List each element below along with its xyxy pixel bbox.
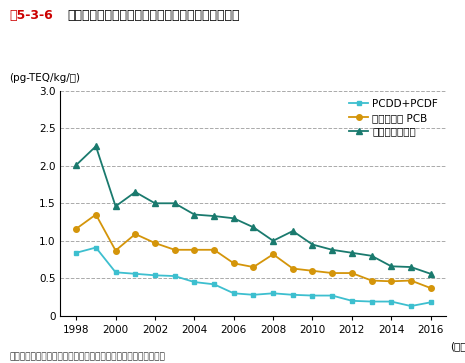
PCDD+PCDF — [93, 245, 99, 250]
ダイオキシン類 — [270, 238, 276, 243]
ダイオキシン類 — [251, 225, 256, 229]
コプラナー PCB — [231, 261, 237, 265]
PCDD+PCDF — [231, 291, 237, 295]
Legend: PCDD+PCDF, コプラナー PCB, ダイオキシン類: PCDD+PCDF, コプラナー PCB, ダイオキシン類 — [346, 96, 441, 139]
ダイオキシン類 — [290, 229, 296, 233]
PCDD+PCDF — [73, 250, 79, 255]
コプラナー PCB — [73, 227, 79, 231]
ダイオキシン類 — [388, 264, 394, 269]
ダイオキシン類 — [192, 212, 197, 217]
ダイオキシン類 — [369, 254, 374, 258]
Line: コプラナー PCB: コプラナー PCB — [73, 212, 433, 291]
PCDD+PCDF — [329, 293, 335, 298]
PCDD+PCDF — [349, 299, 355, 303]
コプラナー PCB — [211, 248, 217, 252]
コプラナー PCB — [93, 212, 99, 217]
ダイオキシン類 — [133, 190, 138, 194]
PCDD+PCDF — [408, 304, 414, 308]
コプラナー PCB — [192, 248, 197, 252]
Line: PCDD+PCDF: PCDD+PCDF — [74, 245, 433, 309]
Text: (年度): (年度) — [451, 341, 465, 351]
PCDD+PCDF — [388, 299, 394, 304]
コプラナー PCB — [113, 248, 119, 253]
ダイオキシン類 — [211, 214, 217, 218]
コプラナー PCB — [133, 232, 138, 236]
コプラナー PCB — [152, 241, 158, 245]
Text: 図5-3-6: 図5-3-6 — [9, 9, 53, 22]
PCDD+PCDF — [192, 280, 197, 284]
ダイオキシン類 — [172, 201, 178, 205]
PCDD+PCDF — [310, 293, 315, 298]
ダイオキシン類 — [349, 250, 355, 255]
ダイオキシン類 — [231, 216, 237, 220]
ダイオキシン類 — [73, 163, 79, 167]
ダイオキシン類 — [428, 272, 433, 276]
コプラナー PCB — [172, 248, 178, 252]
PCDD+PCDF — [270, 291, 276, 295]
PCDD+PCDF — [428, 300, 433, 305]
ダイオキシン類 — [93, 144, 99, 148]
コプラナー PCB — [310, 269, 315, 273]
PCDD+PCDF — [369, 299, 374, 304]
PCDD+PCDF — [211, 282, 217, 286]
Line: ダイオキシン類: ダイオキシン類 — [73, 143, 434, 277]
PCDD+PCDF — [251, 293, 256, 297]
ダイオキシン類 — [329, 248, 335, 252]
PCDD+PCDF — [133, 272, 138, 276]
コプラナー PCB — [270, 252, 276, 257]
コプラナー PCB — [349, 271, 355, 275]
コプラナー PCB — [251, 265, 256, 269]
PCDD+PCDF — [113, 270, 119, 274]
ダイオキシン類 — [152, 201, 158, 205]
Text: (pg-TEQ/kg/日): (pg-TEQ/kg/日) — [9, 73, 80, 83]
コプラナー PCB — [388, 279, 394, 284]
PCDD+PCDF — [172, 274, 178, 278]
コプラナー PCB — [408, 278, 414, 283]
Text: 資料：厚生労働省「食品からのダイオキシン類一日摂取量調査」: 資料：厚生労働省「食品からのダイオキシン類一日摂取量調査」 — [9, 352, 165, 361]
コプラナー PCB — [428, 286, 433, 290]
ダイオキシン類 — [113, 204, 119, 208]
Text: 食品からのダイオキシン類の一日摂取量の経年変化: 食品からのダイオキシン類の一日摂取量の経年変化 — [67, 9, 240, 22]
ダイオキシン類 — [310, 242, 315, 247]
コプラナー PCB — [329, 271, 335, 275]
PCDD+PCDF — [152, 273, 158, 277]
コプラナー PCB — [290, 266, 296, 271]
コプラナー PCB — [369, 278, 374, 283]
PCDD+PCDF — [290, 293, 296, 297]
ダイオキシン類 — [408, 265, 414, 269]
